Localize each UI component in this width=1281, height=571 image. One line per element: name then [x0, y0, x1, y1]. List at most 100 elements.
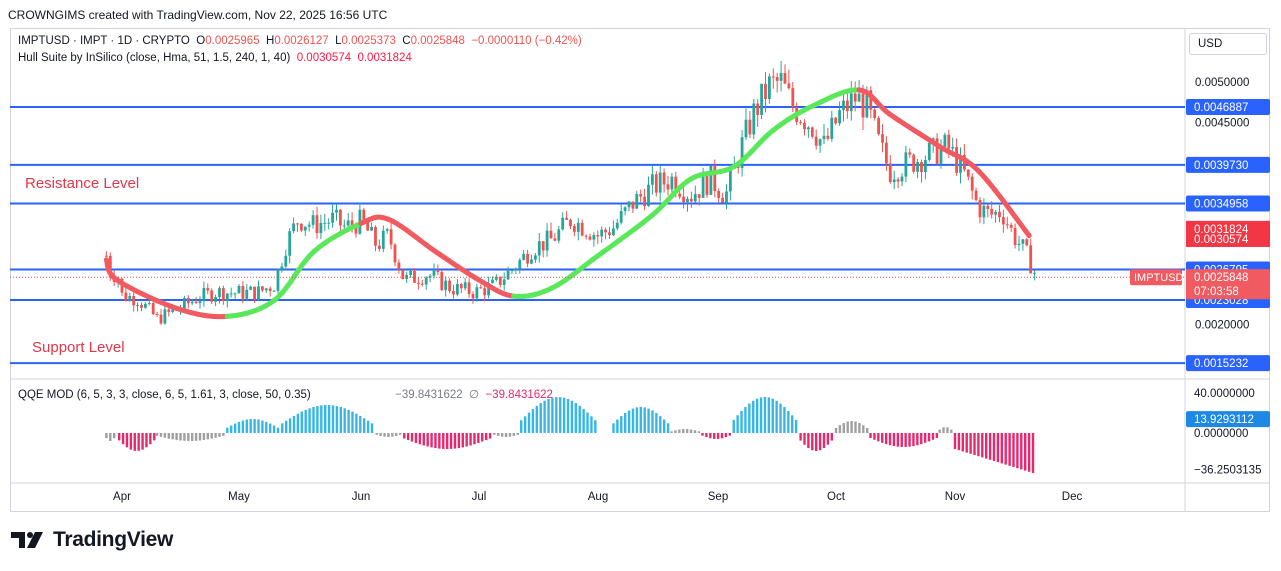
candle-body — [892, 179, 896, 183]
qqe-bar — [331, 405, 335, 433]
qqe-bar — [355, 413, 358, 433]
candle-body — [518, 259, 522, 270]
candle-body — [362, 209, 366, 222]
qqe-bar — [163, 433, 167, 438]
symbol-tag-label: IMPTUSD — [1134, 272, 1184, 284]
candle-body — [916, 162, 919, 172]
qqe-bar — [226, 427, 229, 433]
qqe-bar — [635, 407, 639, 433]
qqe-bar — [547, 398, 550, 433]
qqe-bar — [245, 419, 248, 433]
candle-body — [315, 215, 319, 234]
candle-body — [744, 119, 748, 138]
qqe-bar — [678, 429, 681, 433]
qqe-bar — [296, 413, 300, 433]
qqe-bar — [366, 420, 370, 433]
qqe-bar — [281, 423, 284, 433]
candle-body — [803, 122, 806, 130]
qqe-name[interactable]: QQE MOD (6, 5, 3, 3, close, 6, 5, 1.61, … — [18, 389, 311, 401]
candle-body — [296, 223, 299, 225]
time-tick-label: Apr — [113, 491, 131, 503]
candle-body — [237, 286, 241, 294]
candle-body — [939, 146, 943, 164]
qqe-bar — [623, 413, 627, 433]
currency-button[interactable]: USD — [1189, 33, 1267, 55]
candle-body — [264, 288, 268, 291]
qqe-bar — [198, 433, 202, 441]
candle-body — [155, 314, 159, 316]
candle-body — [276, 269, 280, 291]
candle-body — [826, 135, 830, 139]
candle-body — [198, 301, 202, 304]
qqe-bar — [1016, 433, 1019, 469]
qqe-bar — [736, 415, 739, 433]
tradingview-logo[interactable]: TradingView — [11, 528, 173, 552]
tradingview-logo-icon — [11, 532, 43, 548]
candle-body — [342, 225, 346, 227]
qqe-bar — [771, 398, 774, 433]
hull-name[interactable]: Hull Suite by InSilico (close, Hma, 51, … — [18, 52, 291, 64]
hull-price-tag — [1186, 220, 1270, 247]
qqe-bar — [884, 433, 888, 445]
candle-body — [767, 76, 771, 99]
candle-body — [323, 222, 327, 224]
qqe-bar — [794, 419, 798, 433]
candle-body — [522, 253, 526, 260]
hull-price-label: 0.0030574 — [1194, 234, 1249, 246]
qqe-bar — [426, 433, 429, 447]
candle-body — [319, 222, 323, 234]
qqe-bar — [850, 421, 853, 433]
candle-body — [186, 298, 190, 304]
candle-body — [557, 229, 561, 241]
candle-body — [693, 194, 697, 202]
candle-body — [210, 290, 214, 302]
candle-body — [331, 212, 334, 223]
high-value: 0.0026127 — [274, 35, 329, 47]
candle-body — [842, 100, 845, 111]
candle-body — [510, 270, 514, 272]
candle-body — [873, 109, 877, 118]
candle-body — [303, 226, 307, 231]
qqe-bar — [434, 433, 437, 449]
qqe-bar — [869, 433, 872, 439]
candle-body — [982, 205, 986, 218]
qqe-bar — [570, 400, 574, 433]
candle-body — [990, 208, 994, 215]
qqe-bar — [473, 433, 476, 445]
candle-body — [171, 309, 175, 312]
qqe-bar — [846, 421, 849, 433]
qqe-bar — [300, 411, 303, 433]
qqe-bar — [1000, 433, 1003, 464]
qqe-bar — [179, 433, 182, 441]
candle-body — [697, 194, 701, 198]
qqe-bar — [779, 403, 782, 433]
qqe-bar — [783, 407, 786, 433]
candle-body — [728, 168, 732, 192]
level-price-label: 0.0015232 — [1194, 358, 1248, 370]
qqe-bar — [398, 433, 402, 435]
symbol-label[interactable]: IMPTUSD · IMPT · 1D · CRYPTO — [18, 35, 190, 47]
candle-body — [608, 232, 611, 236]
close-label: C — [402, 35, 411, 47]
qqe-bar — [383, 433, 386, 437]
qqe-bar — [705, 433, 708, 438]
candle-body — [572, 226, 576, 232]
qqe-bar — [403, 433, 406, 439]
qqe-bar — [493, 433, 496, 435]
candle-body — [600, 229, 604, 237]
qqe-bar — [469, 433, 472, 446]
candle-body — [327, 222, 331, 224]
qqe-bar — [484, 433, 488, 441]
candle-body — [494, 276, 498, 280]
qqe-bar — [141, 433, 144, 450]
price-tick-label: 0.0045000 — [1195, 117, 1249, 129]
qqe-bar — [461, 433, 464, 448]
candles-group — [104, 60, 1036, 325]
candle-body — [167, 309, 171, 312]
candle-body — [214, 297, 217, 302]
qqe-bar — [988, 433, 992, 460]
candle-body — [1025, 239, 1029, 246]
candle-body — [1001, 217, 1005, 225]
candle-body — [299, 223, 303, 231]
